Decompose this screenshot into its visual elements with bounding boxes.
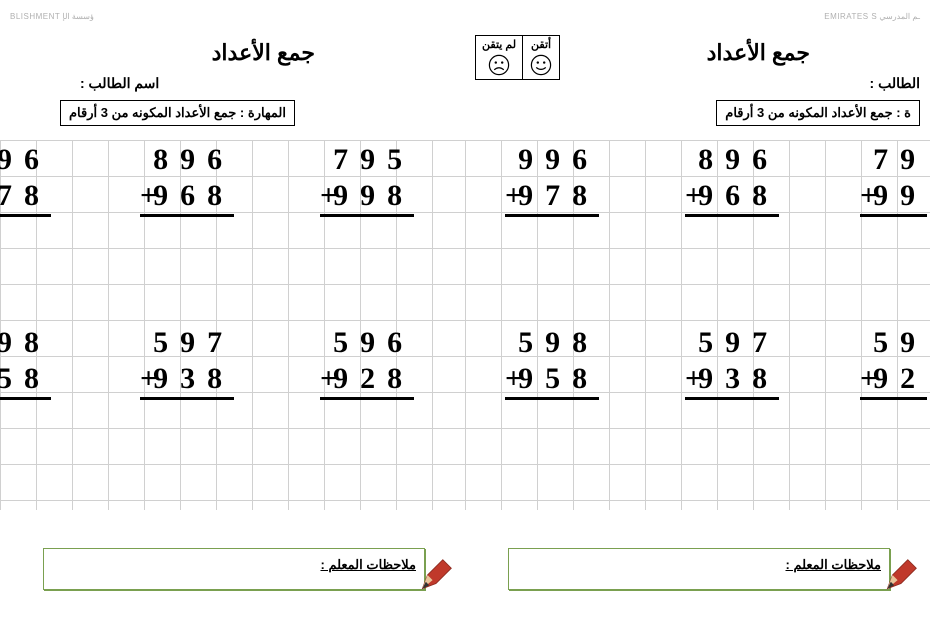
mastery-label-mastered: أتقن	[531, 38, 551, 51]
teacher-notes-label: ملاحظات المعلم :	[786, 557, 882, 573]
mastery-label-not-mastered: لم يتقن	[482, 38, 516, 51]
page-title: جمع الأعداد	[212, 40, 315, 66]
problem-1: 996 +978	[505, 142, 599, 217]
problem-1: 996 978	[0, 142, 51, 217]
math-grid: 996 978 896 +968 795 +998 598 958 597 +9…	[0, 140, 465, 510]
mastery-box: أتقن لم يتقن	[475, 35, 560, 80]
pencil-icon	[419, 558, 453, 592]
student-name-label: الطالب :	[870, 75, 920, 92]
problem-4: 598 +958	[505, 325, 599, 400]
skill-box: المهارة : جمع الأعداد المكونه من 3 أرقام	[60, 100, 295, 126]
math-grid: 996 +978 896 +968 79 +99 598 +958 597 +9…	[465, 140, 930, 510]
teacher-notes-label: ملاحظات المعلم :	[321, 557, 417, 573]
sad-icon	[487, 53, 511, 77]
problem-3: 795 +998	[320, 142, 414, 217]
publisher-logo: ؤسسة الإ BLISHMENT	[10, 12, 94, 21]
skill-box: ة : جمع الأعداد المكونه من 3 أرقام	[716, 100, 920, 126]
problem-5: 597 +938	[685, 325, 779, 400]
problem-2: 896 +968	[685, 142, 779, 217]
teacher-notes-box: ملاحظات المعلم :	[43, 548, 425, 590]
worksheet-right: ـم المدرسي EMIRATES S أتقن لم يتقن جمع ا…	[465, 0, 930, 620]
problem-2: 896 +968	[140, 142, 234, 217]
publisher-logo: ـم المدرسي EMIRATES S	[824, 12, 920, 21]
teacher-notes-box: ملاحظات المعلم :	[508, 548, 890, 590]
problem-5: 597 +938	[140, 325, 234, 400]
worksheet-left: ؤسسة الإ BLISHMENT أتقن جمع الأعداد اسم …	[0, 0, 465, 620]
problem-4: 598 958	[0, 325, 51, 400]
problem-6: 59 +92	[860, 325, 927, 400]
student-name-label: اسم الطالب :	[80, 75, 159, 92]
problem-3: 79 +99	[860, 142, 927, 217]
pencil-icon	[884, 558, 918, 592]
smile-icon	[529, 53, 553, 77]
problem-6: 596 +928	[320, 325, 414, 400]
page-title: جمع الأعداد	[707, 40, 810, 66]
